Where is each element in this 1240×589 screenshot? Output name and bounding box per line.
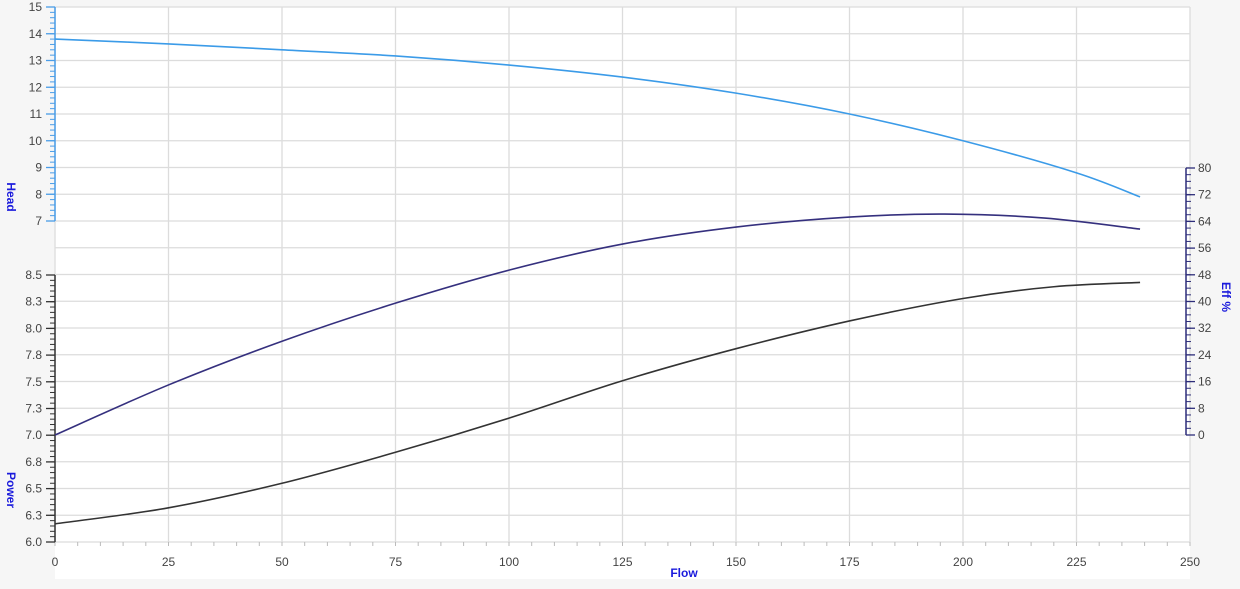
head-curve: [54, 38, 1141, 198]
head-tick-label: 15: [29, 0, 43, 14]
head-axis-label: Head: [4, 182, 18, 211]
x-tick-label: 175: [839, 555, 859, 569]
x-tick-label: 125: [612, 555, 632, 569]
head-tick-label: 11: [30, 107, 43, 121]
power-tick-label: 7.0: [25, 428, 42, 442]
eff-tick-label: 8: [1198, 401, 1205, 415]
power-tick-label: 6.3: [25, 508, 42, 522]
power-tick-label: 8.3: [25, 295, 42, 309]
power-tick-label: 6.5: [25, 482, 42, 496]
power-tick-label: 8.5: [25, 268, 42, 282]
power-tick-label: 7.3: [25, 402, 42, 416]
eff-tick-label: 40: [1198, 295, 1212, 309]
x-tick-label: 225: [1066, 555, 1086, 569]
head-tick-label: 8: [35, 187, 42, 201]
head-tick-label: 10: [29, 134, 43, 148]
head-tick-label: 7: [35, 214, 42, 228]
power-tick-label: 7.8: [25, 348, 42, 362]
x-axis-label: Flow: [670, 566, 698, 580]
eff-tick-label: 72: [1198, 188, 1212, 202]
x-tick-label: 250: [1180, 555, 1200, 569]
eff-tick-label: 24: [1198, 348, 1212, 362]
x-tick-label: 50: [275, 555, 289, 569]
x-tick-label: 0: [52, 555, 59, 569]
power-tick-label: 8.0: [25, 321, 42, 335]
eff-curve: [54, 213, 1141, 436]
series: [54, 38, 1141, 525]
x-tick-label: 200: [953, 555, 973, 569]
power-tick-label: 6.8: [25, 455, 42, 469]
eff-tick-label: 48: [1198, 268, 1212, 282]
power-curve: [54, 281, 1141, 525]
eff-tick-label: 32: [1198, 321, 1212, 335]
eff-tick-label: 80: [1198, 161, 1212, 175]
eff-tick-label: 64: [1198, 214, 1212, 228]
x-tick-label: 100: [499, 555, 519, 569]
x-tick-label: 25: [162, 555, 176, 569]
head-tick-label: 12: [29, 80, 43, 94]
head-tick-label: 13: [29, 54, 43, 68]
power-tick-label: 7.5: [25, 375, 42, 389]
x-tick-label: 150: [726, 555, 746, 569]
eff-tick-label: 56: [1198, 241, 1212, 255]
x-tick-label: 75: [389, 555, 403, 569]
head-tick-label: 14: [29, 27, 43, 41]
power-axis-label: Power: [4, 472, 18, 508]
axes: 0 25 50 75 100 125 150 175 200 225 250789101112131…: [25, 0, 1211, 569]
head-tick-label: 9: [35, 161, 42, 175]
eff-tick-label: 0: [1198, 428, 1205, 442]
eff-tick-label: 16: [1198, 375, 1212, 389]
power-tick-label: 6.0: [25, 535, 42, 549]
eff-axis-label: Eff %: [1219, 282, 1233, 312]
grid: [54, 6, 1191, 543]
